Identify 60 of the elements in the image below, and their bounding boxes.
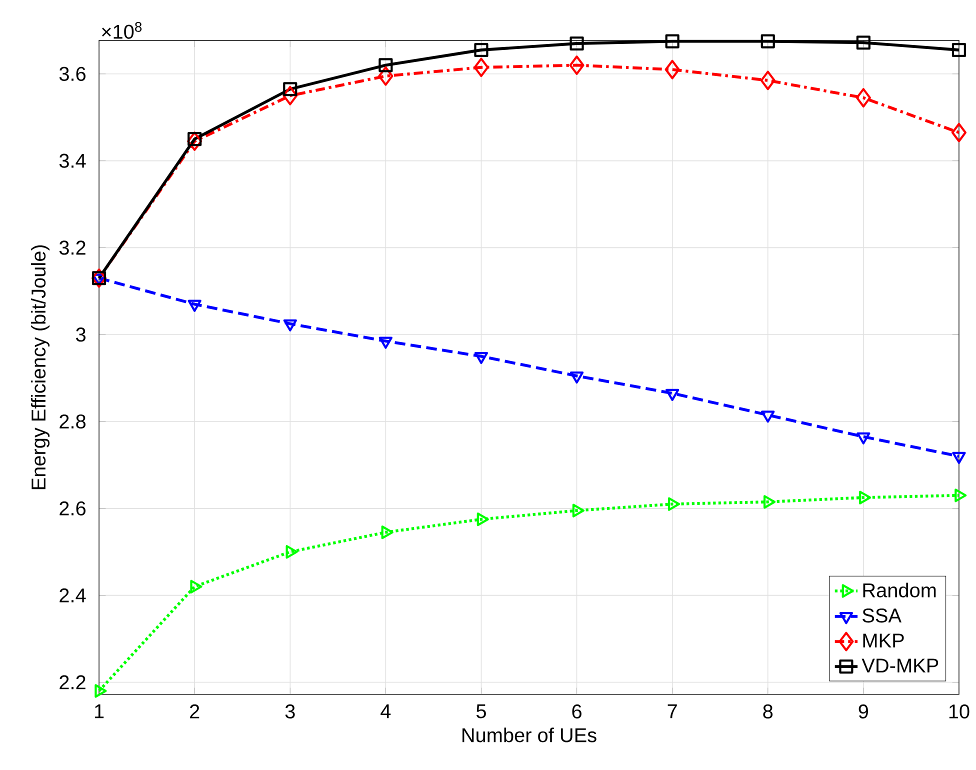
x-tick-label: 2	[190, 704, 200, 718]
point	[283, 82, 298, 96]
x-tick-label: 6	[572, 704, 582, 718]
point	[378, 336, 393, 349]
y-tick-label: 2.2	[60, 675, 86, 690]
point	[856, 432, 870, 444]
point	[188, 132, 202, 146]
point	[378, 58, 393, 72]
point	[474, 352, 488, 364]
point	[286, 545, 298, 559]
point	[378, 66, 394, 86]
x-tick-label: 3	[285, 704, 295, 718]
point	[283, 319, 297, 332]
point	[569, 56, 584, 75]
point	[760, 34, 775, 48]
x-tick-label: 4	[380, 704, 391, 718]
point	[572, 504, 584, 518]
y-tick-label: 2.4	[60, 588, 86, 602]
x-tick-label: 5	[476, 704, 486, 718]
point	[856, 88, 871, 108]
y-tick-label: 3.2	[59, 240, 86, 255]
x-tick-label: 9	[858, 704, 868, 718]
y-tick-label: 3.6	[59, 66, 86, 81]
point	[282, 86, 298, 106]
point	[856, 36, 870, 50]
point	[666, 388, 680, 401]
y-tick-label: 3	[76, 328, 86, 342]
legend-label: VD-MKP	[862, 658, 938, 672]
legend-label: MKP	[863, 634, 904, 648]
x-tick-label: 8	[763, 704, 773, 718]
x-tick-label: 1	[95, 704, 104, 718]
point	[94, 684, 107, 698]
y-tick-label: 3.4	[59, 154, 86, 168]
y-tick-label: 2.6	[60, 501, 86, 516]
point	[474, 42, 488, 58]
x-tick-label: 7	[668, 704, 677, 718]
legend-label: SSA	[862, 608, 902, 623]
point	[570, 372, 584, 384]
point	[188, 300, 202, 312]
point	[664, 60, 680, 80]
point	[760, 70, 776, 90]
point	[570, 36, 584, 51]
point	[761, 410, 775, 423]
point	[952, 42, 966, 58]
x-axis-title: Number of UEs	[462, 728, 596, 742]
text: ×10$^{8}$	[102, 22, 142, 39]
point	[951, 122, 967, 142]
point	[190, 580, 202, 594]
x-tick-label: 10	[949, 704, 970, 718]
point	[476, 512, 489, 526]
y-tick-label: 2.8	[60, 414, 86, 429]
y-axis-title: Energy Efficiency (bit/Joule)	[30, 245, 50, 490]
point	[92, 271, 106, 286]
point	[474, 58, 489, 78]
point	[381, 525, 394, 540]
point	[952, 452, 966, 464]
point	[91, 268, 107, 288]
point	[187, 132, 202, 151]
point	[665, 34, 680, 48]
legend-label: Random	[863, 582, 936, 598]
